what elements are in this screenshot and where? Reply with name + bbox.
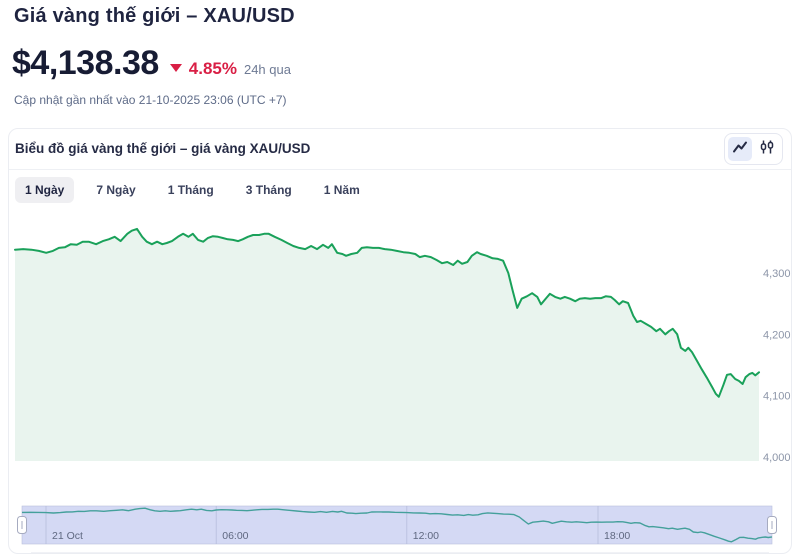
x-axis-label: 12:00 [413, 530, 439, 542]
y-axis-label: 4,300 [763, 268, 791, 280]
tab-7-ngay[interactable]: 7 Ngày [96, 183, 136, 197]
y-axis-label: 4,100 [763, 391, 791, 403]
x-axis-label: 21 Oct [52, 530, 83, 542]
last-updated-text: Cập nhật gần nhất vào 21-10-2025 23:06 (… [14, 93, 287, 107]
chart-card-title: Biểu đồ giá vàng thế giới – giá vàng XAU… [15, 141, 311, 156]
tab-1-nam[interactable]: 1 Năm [323, 183, 360, 197]
header-divider [9, 169, 791, 170]
line-chart-icon [732, 139, 748, 160]
price-row: $4,138.38 4.85% 24h qua [12, 44, 291, 83]
chart-type-switch [724, 133, 783, 165]
y-axis-label: 4,200 [763, 329, 791, 341]
bottom-divider [31, 552, 769, 553]
page-title: Giá vàng thế giới – XAU/USD [14, 5, 295, 27]
range-tabs: 1 Ngày 7 Ngày 1 Tháng 3 Tháng 1 Năm [15, 177, 370, 203]
change-period: 24h qua [243, 62, 291, 77]
candlestick-icon [759, 139, 775, 160]
tab-1-ngay[interactable]: 1 Ngày [15, 177, 75, 203]
y-axis-label: 4,000 [763, 452, 791, 464]
price-area-fill [15, 228, 759, 461]
candlestick-chart-type-button[interactable] [755, 137, 779, 161]
line-chart-type-button[interactable] [728, 137, 752, 161]
x-axis-label: 06:00 [222, 530, 248, 542]
navigator-mini-line [21, 507, 773, 543]
price-line [14, 227, 760, 398]
tab-1-thang[interactable]: 1 Tháng [167, 183, 214, 197]
current-price: $4,138.38 [12, 44, 159, 82]
price-chart[interactable]: 4,300 4,200 4,100 4,000 [9, 206, 793, 466]
range-navigator[interactable]: 21 Oct 06:00 12:00 18:00 [9, 502, 793, 548]
down-triangle-icon [169, 64, 182, 72]
chart-card: Biểu đồ giá vàng thế giới – giá vàng XAU… [8, 128, 792, 554]
x-axis-label: 18:00 [604, 530, 630, 542]
change-percent: 4.85% [188, 59, 237, 78]
tab-3-thang[interactable]: 3 Tháng [245, 183, 292, 197]
